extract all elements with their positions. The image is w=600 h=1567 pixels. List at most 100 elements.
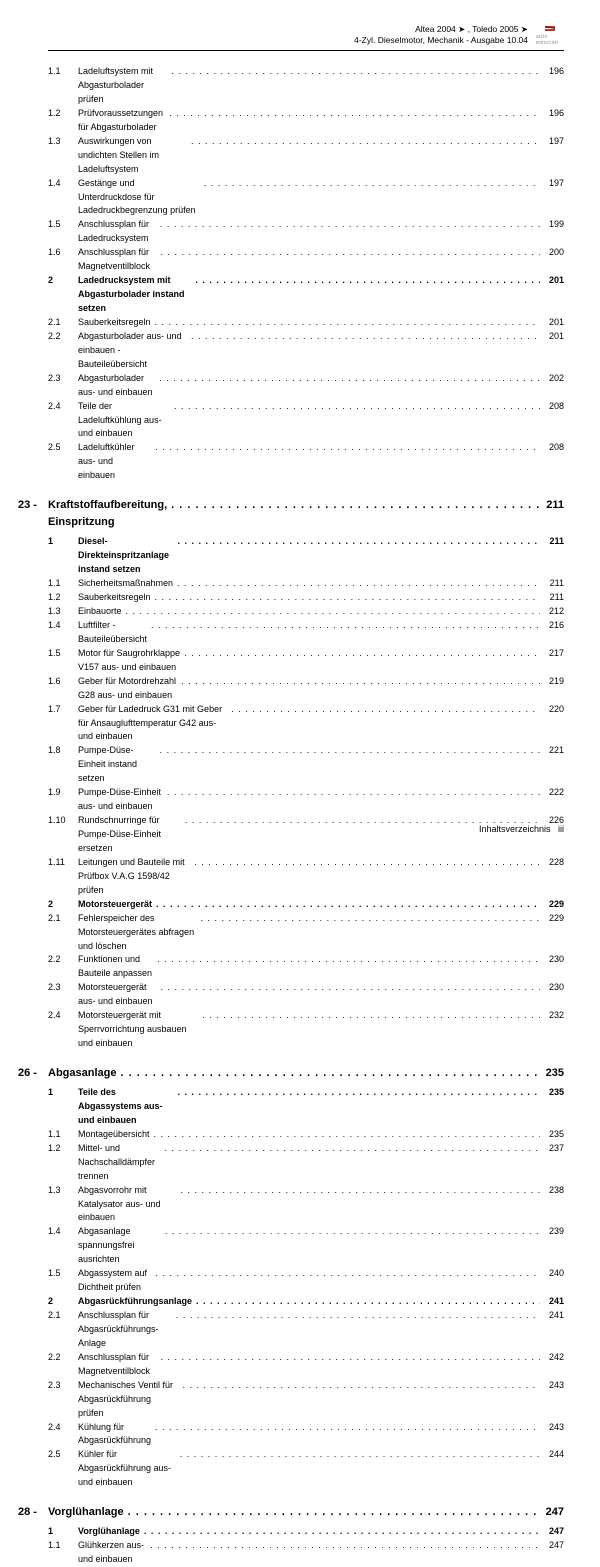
toc-leader-dots <box>140 1525 540 1539</box>
toc-title: Abgassystem auf Dichtheit prüfen <box>78 1267 152 1295</box>
toc-number: 1.4 <box>48 177 78 191</box>
toc-number: 2.1 <box>48 1309 78 1323</box>
toc-leader-dots <box>165 107 540 121</box>
toc-page: 238 <box>540 1184 564 1198</box>
logo-sub: auto emoción <box>536 34 564 46</box>
toc-title: Kraftstoffaufbereitung, Einspritzung <box>48 497 167 531</box>
toc-number: 2.4 <box>48 400 78 414</box>
toc-title: Sauberkeitsregeln <box>78 591 151 605</box>
toc-leader-dots <box>151 316 540 330</box>
toc-leader-dots <box>146 1539 540 1553</box>
toc-number: 1.1 <box>48 65 78 79</box>
footer-label: Inhaltsverzeichnis <box>479 824 551 834</box>
toc-number: 2 <box>48 274 78 288</box>
toc-page: 229 <box>540 912 564 926</box>
toc-page: 201 <box>540 316 564 330</box>
toc-leader-dots <box>192 1295 540 1309</box>
toc-title: Glühkerzen aus- und einbauen <box>78 1539 146 1567</box>
toc-leader-dots <box>155 372 540 386</box>
toc-leader-dots <box>180 647 540 661</box>
toc-title: Sicherheitsmaßnahmen <box>78 577 173 591</box>
toc-page: 241 <box>540 1295 564 1309</box>
toc-sub-row: 2.3Abgasturbolader aus- und einbauen202 <box>48 372 564 400</box>
toc-sub-row: 2.2Abgasturbolader aus- und einbauen - B… <box>48 330 564 372</box>
toc-page: 221 <box>540 744 564 758</box>
toc-leader-dots <box>227 703 540 717</box>
toc-title: Anschlussplan für Ladedrucksystem <box>78 218 156 246</box>
toc-title: Mechanisches Ventil für Abgasrückführung… <box>78 1379 179 1421</box>
toc-title: Geber für Motordrehzahl G28 aus- und ein… <box>78 675 177 703</box>
toc-title: Abgasrückführungsanlage <box>78 1295 192 1309</box>
toc-leader-dots <box>177 1184 540 1198</box>
toc-leader-dots <box>170 400 540 414</box>
toc-leader-dots <box>116 1065 540 1082</box>
toc-title: Teile der Ladeluftkühlung aus- und einba… <box>78 400 170 442</box>
toc-leader-dots <box>161 1225 540 1239</box>
toc-page: 230 <box>540 953 564 967</box>
toc-leader-dots <box>156 218 540 232</box>
toc-number: 1.2 <box>48 591 78 605</box>
toc-number: 2.5 <box>48 1448 78 1462</box>
toc-title: Ladedrucksystem mit Abgasturbolader inst… <box>78 274 191 316</box>
toc-title: Pumpe-Düse-Einheit aus- und einbauen <box>78 786 163 814</box>
toc-page: 235 <box>540 1086 564 1100</box>
toc-title: Mittel- und Nachschalldämpfer trennen <box>78 1142 160 1184</box>
toc-sub-row: 2.4Kühlung für Abgasrückführung243 <box>48 1421 564 1449</box>
toc-sub-row: 1.11Leitungen und Bauteile mit Prüfbox V… <box>48 856 564 898</box>
toc-title: Abgasturbolader aus- und einbauen - Baut… <box>78 330 187 372</box>
toc-leader-dots <box>173 577 540 591</box>
toc-title: Gestänge und Unterdruckdose für Ladedruc… <box>78 177 200 219</box>
toc-number: 1.4 <box>48 1225 78 1239</box>
toc-sub-row: 2.3Motorsteuergerät aus- und einbauen230 <box>48 981 564 1009</box>
toc-number: 2.1 <box>48 316 78 330</box>
toc-number: 1.4 <box>48 619 78 633</box>
toc-sub-row: 1.1Ladeluftsystem mit Abgasturbolader pr… <box>48 65 564 107</box>
toc-page: 247 <box>540 1525 564 1539</box>
toc-chapter-row: 23 -Kraftstoffaufbereitung, Einspritzung… <box>18 497 564 531</box>
toc-sub-row: 1.4Gestänge und Unterdruckdose für Laded… <box>48 177 564 219</box>
toc-sub-row: 2.2Funktionen und Bauteile anpassen230 <box>48 953 564 981</box>
toc-number: 1.9 <box>48 786 78 800</box>
toc-title: Anschlussplan für Magnetventilblock <box>78 246 156 274</box>
toc-number: 1.1 <box>48 577 78 591</box>
toc-title: Geber für Ladedruck G31 mit Geber für An… <box>78 703 227 745</box>
toc-number: 1.5 <box>48 1267 78 1281</box>
toc-number: 2.3 <box>48 981 78 995</box>
toc-page: 216 <box>540 619 564 633</box>
toc-title: Funktionen und Bauteile anpassen <box>78 953 153 981</box>
toc-title: Abgasanlage <box>48 1065 116 1082</box>
toc-leader-dots <box>151 441 540 455</box>
toc-title: Kühler für Abgasrückführung aus- und ein… <box>78 1448 176 1490</box>
toc-sub-row: 1.3Abgasvorrohr mit Katalysator aus- und… <box>48 1184 564 1226</box>
toc-leader-dots <box>177 675 540 689</box>
toc-section-row: 1Teile des Abgassystems aus- und einbaue… <box>48 1086 564 1128</box>
toc-leader-dots <box>153 953 540 967</box>
toc-leader-dots <box>156 246 540 260</box>
toc-leader-dots <box>151 591 540 605</box>
toc-title: Motorsteuergerät aus- und einbauen <box>78 981 156 1009</box>
toc-sub-row: 1.2Sauberkeitsregeln211 <box>48 591 564 605</box>
toc-page: 232 <box>540 1009 564 1023</box>
toc-sub-row: 1.10Rundschnurringe für Pumpe-Düse-Einhe… <box>48 814 564 856</box>
toc-title: Rundschnurringe für Pumpe-Düse-Einheit e… <box>78 814 181 856</box>
toc-number: 1.2 <box>48 1142 78 1156</box>
toc-leader-dots <box>152 1267 541 1281</box>
toc-sub-row: 1.5Abgassystem auf Dichtheit prüfen240 <box>48 1267 564 1295</box>
toc-page: 212 <box>540 605 564 619</box>
toc-number: 1.3 <box>48 605 78 619</box>
toc-number: 2.4 <box>48 1421 78 1435</box>
toc-sub-row: 2.3Mechanisches Ventil für Abgasrückführ… <box>48 1379 564 1421</box>
toc-number: 2.5 <box>48 441 78 455</box>
toc-title: Pumpe-Düse-Einheit instand setzen <box>78 744 156 786</box>
toc-leader-dots <box>179 1379 540 1393</box>
toc-number: 2.2 <box>48 330 78 344</box>
toc-number: 1 <box>48 535 78 549</box>
toc-number: 28 - <box>18 1504 48 1521</box>
toc-sub-row: 1.1Sicherheitsmaßnahmen211 <box>48 577 564 591</box>
toc-leader-dots <box>176 1448 540 1462</box>
toc-sub-row: 1.3Einbauorte212 <box>48 605 564 619</box>
toc-page: 243 <box>540 1379 564 1393</box>
toc-page: 202 <box>540 372 564 386</box>
toc-leader-dots <box>187 135 540 149</box>
toc-page: 196 <box>540 65 564 79</box>
